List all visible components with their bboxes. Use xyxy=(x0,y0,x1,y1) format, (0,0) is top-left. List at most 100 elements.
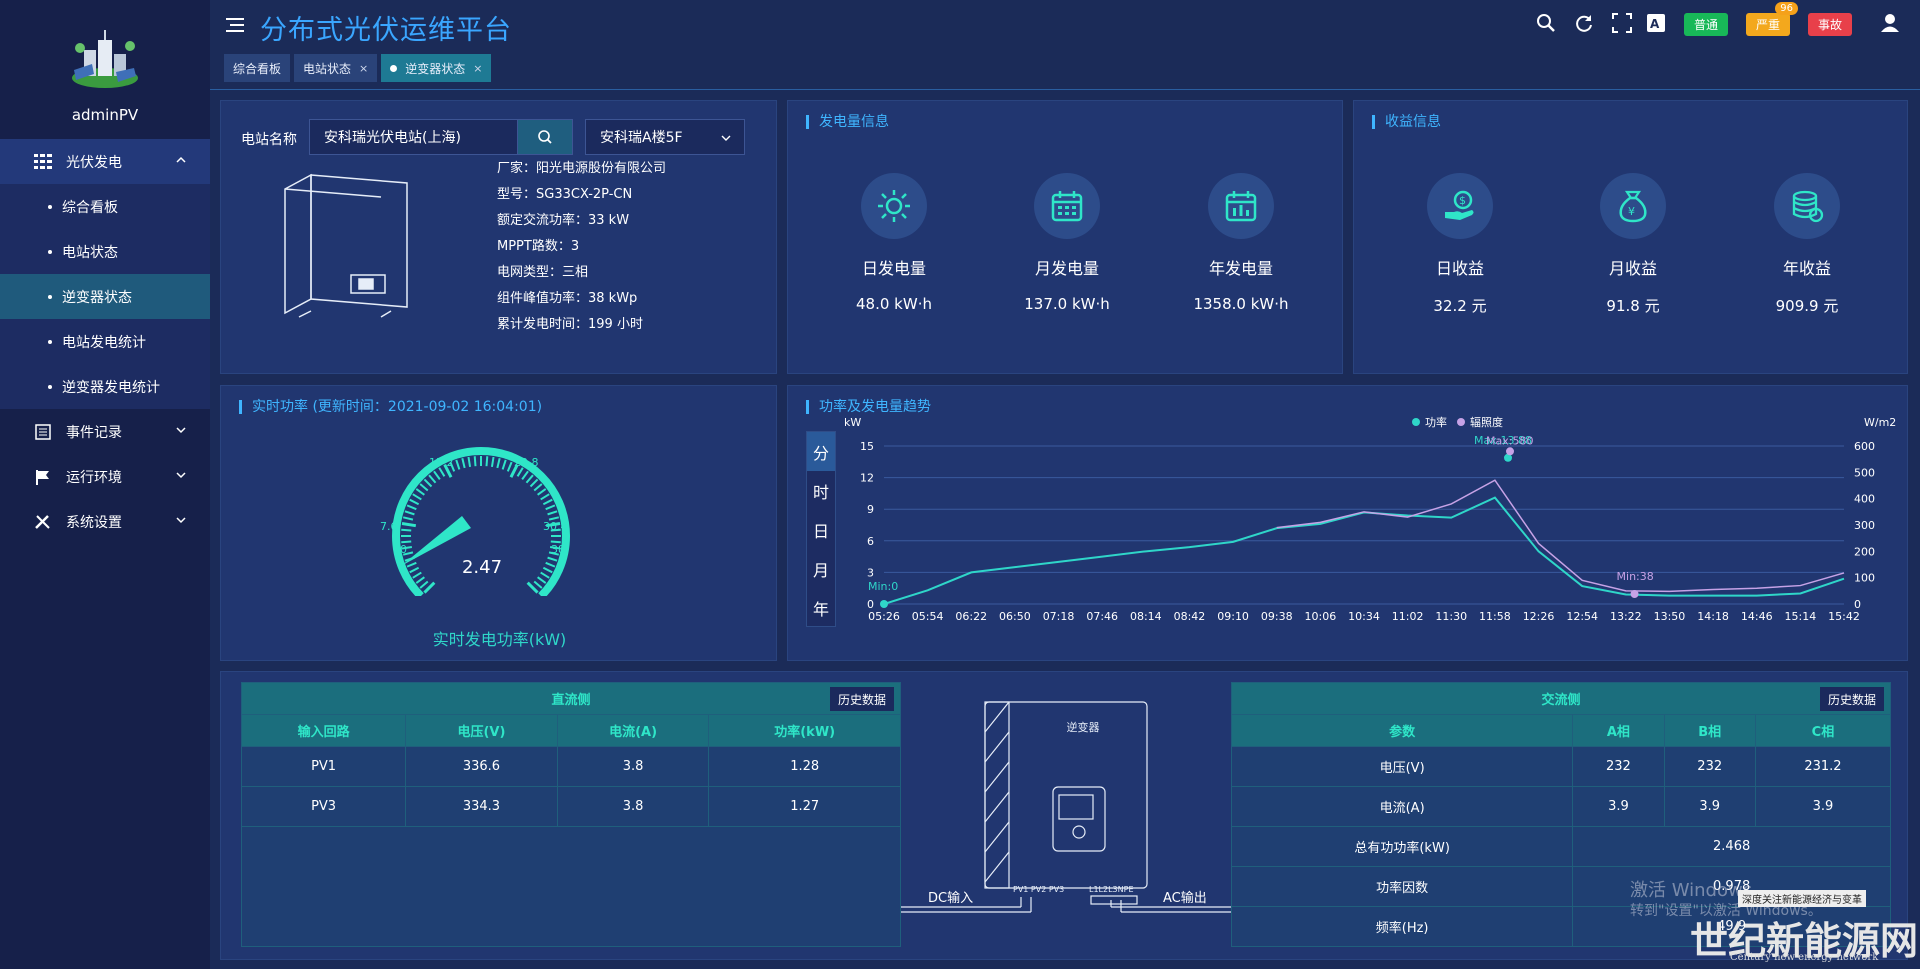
stat-label: 月发电量 xyxy=(1034,259,1099,278)
menu-event-log[interactable]: 事件记录 xyxy=(0,409,210,454)
menu-environment[interactable]: 运行环境 xyxy=(0,454,210,499)
gauge-tick xyxy=(540,493,550,501)
gauge-tick xyxy=(461,457,466,469)
chevron-down-icon xyxy=(176,427,186,434)
y-left-tick-label: 12 xyxy=(860,472,874,485)
col-header: 功率(kW) xyxy=(708,714,901,747)
dc-history-button[interactable]: 历史数据 xyxy=(829,687,894,711)
stat-yearly-revenue: 年收益 909.9 元 xyxy=(1737,173,1877,316)
stat-value: 137.0 kW·h xyxy=(1024,295,1110,313)
time-hour-button[interactable]: 时 xyxy=(812,482,829,502)
gauge-tick xyxy=(542,566,553,574)
stat-daily-revenue: $ 日收益 32.2 元 xyxy=(1390,173,1530,316)
gauge-tick xyxy=(549,545,561,550)
building-select[interactable]: 安科瑞A楼5F xyxy=(585,119,745,155)
realtime-power-panel: 实时功率 (更新时间：2021-09-02 16:04:01) 0 7.6 15… xyxy=(220,385,777,661)
refresh-icon[interactable] xyxy=(1574,13,1594,33)
stat-value: 909.9 元 xyxy=(1775,297,1839,315)
gauge-tick-label: 38 xyxy=(551,543,565,556)
time-minute-button[interactable]: 分 xyxy=(807,432,835,471)
submenu-inverter-stats[interactable]: 逆变器发电统计 xyxy=(0,364,210,409)
time-year-button[interactable]: 年 xyxy=(812,599,829,619)
x-tick-label: 15:14 xyxy=(1785,610,1817,623)
chevron-down-icon xyxy=(176,472,186,479)
gauge-tick xyxy=(529,478,539,488)
fullscreen-icon[interactable] xyxy=(1612,13,1632,33)
gauge-tick xyxy=(401,522,417,528)
trend-chart: 0 3 6 9 12 15 0 100 200 300 400 500 600 05:26 05:54 06:… xyxy=(844,415,1896,623)
gauge-tick xyxy=(548,551,560,556)
irradiance-min-label: Min:38 xyxy=(1617,570,1654,583)
gauge-value: 2.47 xyxy=(462,557,502,578)
dc-side-header: 直流侧 历史数据 xyxy=(241,682,901,715)
ac-side-table: 交流侧 历史数据 参数 A相 B相 C相 电压(V) 232 232 231.2 … xyxy=(1230,682,1892,947)
gauge-needle xyxy=(401,516,471,566)
gauge-tick xyxy=(496,457,501,469)
submenu-label: 逆变器发电统计 xyxy=(62,379,160,396)
table-cell: 电压(V) xyxy=(1230,746,1574,787)
station-name-input[interactable]: 安科瑞光伏电站(上海) xyxy=(309,119,517,155)
menu-label: 运行环境 xyxy=(66,469,122,486)
inverter-label: 逆变器 xyxy=(1067,720,1100,734)
spec-grid-type: 电网类型：三相 xyxy=(497,265,589,280)
svg-text:¥: ¥ xyxy=(1628,205,1635,218)
table-cell: 功率因数 xyxy=(1230,866,1574,907)
tab-overview[interactable]: 综合看板 xyxy=(224,54,291,82)
submenu-inverter-status[interactable]: 逆变器状态 xyxy=(0,274,210,319)
alarm-accident-button[interactable]: 事故 xyxy=(1808,13,1852,36)
stat-monthly-generation: 月发电量 137.0 kW·h xyxy=(997,173,1137,313)
tab-label: 综合看板 xyxy=(233,61,282,76)
menu-toggle-icon[interactable] xyxy=(226,16,246,34)
time-month-button[interactable]: 月 xyxy=(812,560,829,580)
col-header: A相 xyxy=(1572,714,1665,747)
spec-peak-power: 组件峰值功率：38 kWp xyxy=(497,291,638,306)
tab-label: 电站状态 xyxy=(303,61,352,76)
submenu-station-status[interactable]: 电站状态 xyxy=(0,229,210,274)
pv-ports-label: PV1 PV2 PV3 xyxy=(1013,885,1064,894)
user-icon[interactable] xyxy=(1880,13,1900,33)
ac-history-button[interactable]: 历史数据 xyxy=(1819,687,1884,711)
trend-panel: 功率及发电量趋势 分 时 日 月 年 0 3 6 9 12 15 0 100 200 300 400… xyxy=(787,385,1908,661)
money-bag-icon: ¥ xyxy=(1619,190,1647,223)
gauge-tick xyxy=(406,504,417,511)
watermark-logo: 世纪新能源网 xyxy=(1690,918,1919,963)
stat-value: 48.0 kW·h xyxy=(856,295,932,313)
alarm-serious-button[interactable]: 严重 96 xyxy=(1746,2,1798,36)
search-icon[interactable] xyxy=(1536,13,1556,33)
font-size-icon[interactable]: A xyxy=(1646,13,1666,33)
tab-station-status[interactable]: 电站状态 × xyxy=(294,54,378,82)
submenu-station-stats[interactable]: 电站发电统计 xyxy=(0,319,210,364)
station-search-button[interactable] xyxy=(517,119,573,155)
gauge-tick xyxy=(409,498,420,506)
x-tick-label: 10:34 xyxy=(1348,610,1380,623)
x-tick-label: 09:38 xyxy=(1261,610,1293,623)
close-icon[interactable]: × xyxy=(473,61,483,75)
alarm-normal-button[interactable]: 普通 xyxy=(1684,13,1728,36)
gauge-tick xyxy=(540,571,550,579)
table-empty-area xyxy=(241,826,901,947)
table-row: 频率(Hz) 49.9 xyxy=(1230,906,1891,947)
table-row: 电流(A) 3.9 3.9 3.9 xyxy=(1230,786,1892,827)
close-icon[interactable]: × xyxy=(359,61,369,75)
document-icon xyxy=(35,423,51,440)
submenu-overview[interactable]: 综合看板 xyxy=(0,184,210,229)
time-day-button[interactable]: 日 xyxy=(812,521,829,541)
ac-output-label: AC输出 xyxy=(1163,890,1207,906)
inverter-image xyxy=(284,173,408,318)
x-tick-label: 12:26 xyxy=(1523,610,1555,623)
power-max-point xyxy=(1504,453,1512,462)
gauge-tick-label: 15.2 xyxy=(429,456,454,469)
legend-marker-power xyxy=(1412,418,1420,426)
gauge-tick xyxy=(404,510,415,516)
menu-pv-generation[interactable]: 光伏发电 xyxy=(0,139,210,184)
dc-input-label: DC输入 xyxy=(928,890,973,906)
menu-label: 事件记录 xyxy=(66,424,122,441)
power-gauge: 0 7.6 15.2 22.8 30.4 38 2.47 xyxy=(380,447,570,596)
gauge-tick-label: 0 xyxy=(400,543,407,556)
menu-system-settings[interactable]: 系统设置 xyxy=(0,499,210,544)
tab-inverter-status[interactable]: 逆变器状态 × xyxy=(381,54,492,82)
x-tick-label: 09:10 xyxy=(1217,610,1249,623)
gauge-tick xyxy=(537,576,547,584)
spec-rated-power: 额定交流功率：33 kW xyxy=(497,213,630,228)
windows-activation-watermark: 激活 Windows xyxy=(1630,880,1753,901)
